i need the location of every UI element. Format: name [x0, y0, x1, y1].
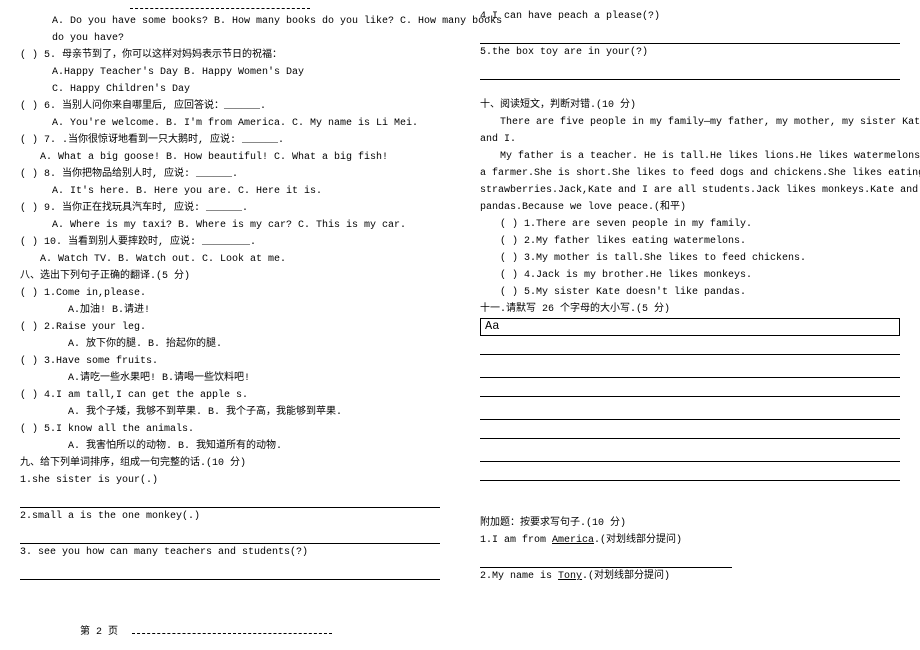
q10: ( ) 10. 当看到别人要摔跤时, 应说: ________. [20, 234, 440, 251]
p1: There are five people in my family—my fa… [480, 114, 900, 131]
dash-line-bottom [132, 633, 332, 634]
p5: pandas.Because we love peace.(和平) [480, 199, 900, 216]
s8-3: ( ) 3.Have some fruits. [20, 353, 440, 370]
e1: 1.I am from America.(对划线部分提问) [480, 532, 900, 549]
s8-5a: A. 我害怕所以的动物. B. 我知道所有的动物. [20, 438, 440, 455]
p1b: and I. [480, 131, 900, 148]
wl5 [480, 422, 900, 439]
e2a: 2.My name is [480, 571, 558, 582]
q10a: A. Watch TV. B. Watch out. C. Look at me… [20, 251, 440, 268]
section11: 十一.请默写 26 个字母的大小写.(5 分) [480, 301, 900, 318]
s9-2: 2.small a is the one monkey(.) [20, 508, 440, 525]
blank-1 [20, 491, 440, 508]
s9-1: 1.she sister is your(.) [20, 472, 440, 489]
wl7 [480, 464, 900, 481]
wl4 [480, 403, 900, 420]
left-column: A. Do you have some books? B. How many b… [0, 0, 460, 650]
q5: ( ) 5. 母亲节到了，你可以这样对妈妈表示节日的祝福： [20, 47, 440, 64]
q7a: A. What a big goose! B. How beautiful! C… [20, 149, 440, 166]
r4: 4.I can have peach a please(?) [480, 8, 900, 25]
e1a: 1.I am from [480, 535, 552, 546]
rq3: ( ) 3.My mother is tall.She likes to fee… [480, 250, 900, 267]
p2: My father is a teacher. He is tall.He li… [480, 148, 900, 165]
p4: strawberries.Jack,Kate and I are all stu… [480, 182, 900, 199]
s8-2a: A. 放下你的腿. B. 抬起你的腿. [20, 336, 440, 353]
blank-2 [20, 527, 440, 544]
rq1: ( ) 1.There are seven people in my famil… [480, 216, 900, 233]
e2c: .(对划线部分提问) [582, 571, 670, 582]
aa-text: Aa [485, 319, 499, 333]
section10: 十、阅读短文，判断对错.(10 分) [480, 97, 900, 114]
q9a: A. Where is my taxi? B. Where is my car?… [20, 217, 440, 234]
s8-5: ( ) 5.I know all the animals. [20, 421, 440, 438]
aa-line: Aa [480, 318, 900, 336]
q9: ( ) 9. 当你正在找玩具汽车时, 应说: ______. [20, 200, 440, 217]
q5c: C. Happy Children's Day [20, 81, 440, 98]
page-container: A. Do you have some books? B. How many b… [0, 0, 920, 650]
s8-1: ( ) 1.Come in,please. [20, 285, 440, 302]
blank-e1 [480, 551, 732, 568]
s8-4a: A. 我个子矮，我够不到苹果. B. 我个子高，我能够到苹果. [20, 404, 440, 421]
s8-4: ( ) 4.I am tall,I can get the apple s. [20, 387, 440, 404]
q7: ( ) 7. .当你很惊讶地看到一只大鹅时, 应说: ______. [20, 132, 440, 149]
footer-text: 第 2 页 [80, 627, 118, 638]
q8a: A. It's here. B. Here you are. C. Here i… [20, 183, 440, 200]
extra-title: 附加题：按要求写句子.(10 分) [480, 515, 900, 532]
gap [480, 481, 900, 515]
q5a: A.Happy Teacher's Day B. Happy Women's D… [20, 64, 440, 81]
p3: a farmer.She is short.She likes to feed … [480, 165, 900, 182]
q6: ( ) 6. 当别人问你来自哪里后, 应回答说：______. [20, 98, 440, 115]
wl2 [480, 361, 900, 378]
r5: 5.the box toy are in your(?) [480, 44, 900, 61]
right-column: 4.I can have peach a please(?) 5.the box… [460, 0, 920, 650]
rq2: ( ) 2.My father likes eating watermelons… [480, 233, 900, 250]
s9-3: 3. see you how can many teachers and stu… [20, 544, 440, 561]
s8-1a: A.加油! B.请进! [20, 302, 440, 319]
s8-3a: A.请吃一些水果吧! B.请喝一些饮料吧! [20, 370, 440, 387]
dash-line-top [130, 8, 310, 9]
q-options-a2: do you have? [20, 30, 440, 47]
wl3 [480, 380, 900, 397]
blank-r4 [480, 27, 900, 44]
rq5: ( ) 5.My sister Kate doesn't like pandas… [480, 284, 900, 301]
e2: 2.My name is Tony.(对划线部分提问) [480, 568, 900, 585]
blank-r5 [480, 63, 900, 80]
wl1 [480, 338, 900, 355]
q6a: A. You're welcome. B. I'm from America. … [20, 115, 440, 132]
e1c: .(对划线部分提问) [594, 535, 682, 546]
blank-3 [20, 563, 440, 580]
section9: 九、给下列单词排序，组成一句完整的话.(10 分) [20, 455, 440, 472]
page-footer: 第 2 页 [80, 622, 332, 638]
s8-2: ( ) 2.Raise your leg. [20, 319, 440, 336]
e1b: America [552, 535, 594, 546]
e2b: Tony [558, 571, 582, 582]
q-options-a: A. Do you have some books? B. How many b… [20, 13, 440, 30]
section8: 八、选出下列句子正确的翻译.(5 分) [20, 268, 440, 285]
q8: ( ) 8. 当你把物品给别人时, 应说: ______. [20, 166, 440, 183]
spacer [480, 80, 900, 97]
rq4: ( ) 4.Jack is my brother.He likes monkey… [480, 267, 900, 284]
wl6 [480, 445, 900, 462]
